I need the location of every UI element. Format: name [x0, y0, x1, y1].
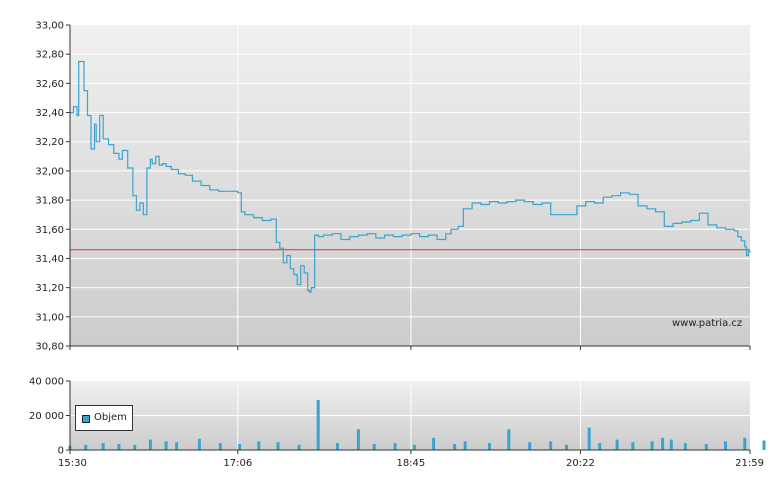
volume-bar	[704, 444, 708, 450]
price-y-tick-label: 32,00	[35, 166, 64, 177]
price-y-tick-label: 32,20	[35, 137, 64, 148]
price-y-tick-label: 31,00	[35, 312, 64, 323]
volume-bar	[762, 440, 766, 450]
x-tick-label: 17:06	[223, 458, 252, 469]
volume-bar	[197, 438, 201, 450]
x-tick-label: 20:22	[566, 458, 595, 469]
price-y-tick-label: 31,80	[35, 196, 64, 207]
volume-bar	[615, 439, 619, 450]
volume-bar	[724, 441, 727, 450]
volume-bar	[218, 443, 222, 450]
volume-panel: 40 000 20 000 015:30 17:06 18:45 20:22 21:59	[29, 377, 766, 469]
volume-bar	[257, 441, 261, 450]
volume-bar	[84, 444, 88, 450]
volume-y-tick-label: 20 000	[29, 411, 64, 422]
volume-bar	[453, 444, 457, 450]
volume-bar	[117, 444, 121, 450]
volume-bar	[238, 444, 242, 450]
price-plot-area	[70, 25, 750, 346]
volume-bar	[565, 444, 568, 450]
volume-bar	[412, 444, 416, 450]
volume-bar	[488, 443, 491, 450]
volume-bar	[598, 443, 602, 450]
price-y-tick-label: 31,60	[35, 225, 64, 236]
volume-bar	[743, 437, 747, 450]
x-tick-label: 21:59	[735, 458, 764, 469]
price-y-tick-label: 32,60	[35, 79, 64, 90]
price-y-tick-label: 31,40	[35, 254, 64, 265]
volume-bar	[631, 442, 635, 450]
volume-bar	[356, 429, 360, 450]
volume-bar	[164, 441, 168, 450]
volume-bar	[507, 429, 511, 450]
price-panel: 33,00 32,80 32,60 32,40 32,20 32,00 31,80 31,60…	[35, 21, 751, 353]
volume-bar	[372, 444, 376, 450]
volume-bar	[432, 437, 436, 450]
volume-bar	[463, 441, 467, 450]
volume-bar	[650, 441, 654, 450]
x-tick-label: 15:30	[58, 458, 87, 469]
volume-y-tick-label: 40 000	[29, 377, 64, 388]
volume-bar	[316, 400, 320, 450]
volume-y-tick-label: 0	[58, 446, 64, 457]
legend-label-objem: Objem	[94, 412, 127, 423]
price-y-tick-label: 33,00	[35, 21, 64, 32]
volume-bar	[669, 439, 673, 450]
price-y-tick-label: 31,20	[35, 283, 64, 294]
volume-bar	[148, 439, 152, 450]
volume-bar	[549, 441, 553, 450]
volume-bar	[393, 443, 397, 450]
volume-legend: Objem	[75, 405, 133, 431]
price-y-tick-label: 32,80	[35, 50, 64, 61]
legend-swatch	[82, 415, 90, 423]
volume-bar	[336, 443, 339, 450]
volume-bar	[661, 437, 665, 450]
volume-bar	[276, 442, 280, 450]
volume-bar	[133, 444, 137, 450]
price-y-tick-label: 32,40	[35, 108, 64, 119]
x-tick-label: 18:45	[396, 458, 425, 469]
price-line	[70, 60, 751, 293]
volume-bar	[101, 443, 105, 450]
volume-bar	[297, 444, 301, 450]
watermark-text[interactable]: www.patria.cz	[672, 318, 743, 329]
volume-bar	[175, 442, 179, 450]
volume-bar	[587, 427, 591, 450]
price-y-tick-label: 30,80	[35, 342, 64, 353]
volume-bar	[528, 442, 532, 450]
volume-bar	[683, 443, 687, 450]
